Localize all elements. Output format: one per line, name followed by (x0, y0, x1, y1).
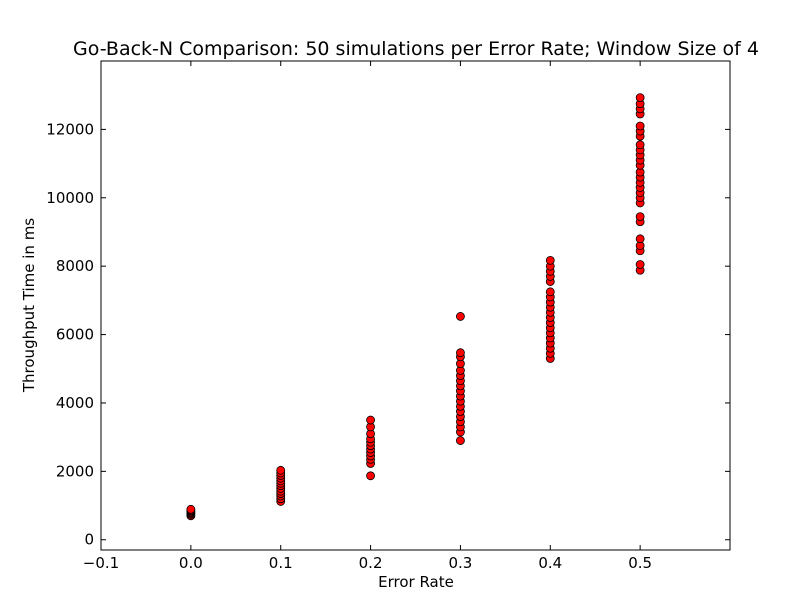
data-point (635, 140, 645, 150)
x-tick-label: 0.3 (448, 554, 472, 572)
data-point (456, 436, 465, 445)
x-axis: −0.1 0.0 0.1 0.2 0.3 0.4 0.5 (83, 61, 652, 572)
y-tick-label: 8000 (56, 257, 94, 275)
data-point (456, 312, 465, 321)
data-point (545, 255, 555, 265)
y-tick-label: 12000 (46, 120, 94, 138)
y-axis-label: Throughput Time in ms (20, 218, 38, 393)
data-point (635, 121, 645, 131)
x-tick-label: 0.5 (628, 554, 652, 572)
data-point (456, 348, 465, 358)
y-tick-label: 0 (84, 531, 94, 549)
y-tick-label: 10000 (46, 189, 94, 207)
data-point (635, 260, 645, 269)
data-point (545, 287, 555, 297)
x-axis-label: Error Rate (378, 573, 454, 591)
data-point (366, 415, 375, 425)
data-point (276, 465, 286, 475)
y-tick-label: 4000 (56, 394, 94, 412)
x-tick-label: 0.1 (269, 554, 293, 572)
y-tick-label: 2000 (56, 462, 94, 480)
data-point (635, 212, 645, 221)
x-tick-label: 0.0 (179, 554, 203, 572)
data-point (186, 504, 196, 514)
x-tick-label: 0.4 (538, 554, 562, 572)
data-point (635, 93, 645, 102)
y-axis: 0 2000 4000 6000 8000 10000 12000 (46, 120, 730, 549)
plot-area (100, 60, 731, 551)
data-points (186, 93, 645, 521)
plot-frame (100, 60, 731, 551)
data-point (635, 234, 645, 244)
y-tick-label: 6000 (56, 326, 94, 344)
x-tick-label: 0.2 (359, 554, 383, 572)
data-point (366, 471, 375, 481)
x-tick-label: −0.1 (83, 554, 119, 572)
chart-title: Go-Back-N Comparison: 50 simulations per… (73, 38, 759, 60)
